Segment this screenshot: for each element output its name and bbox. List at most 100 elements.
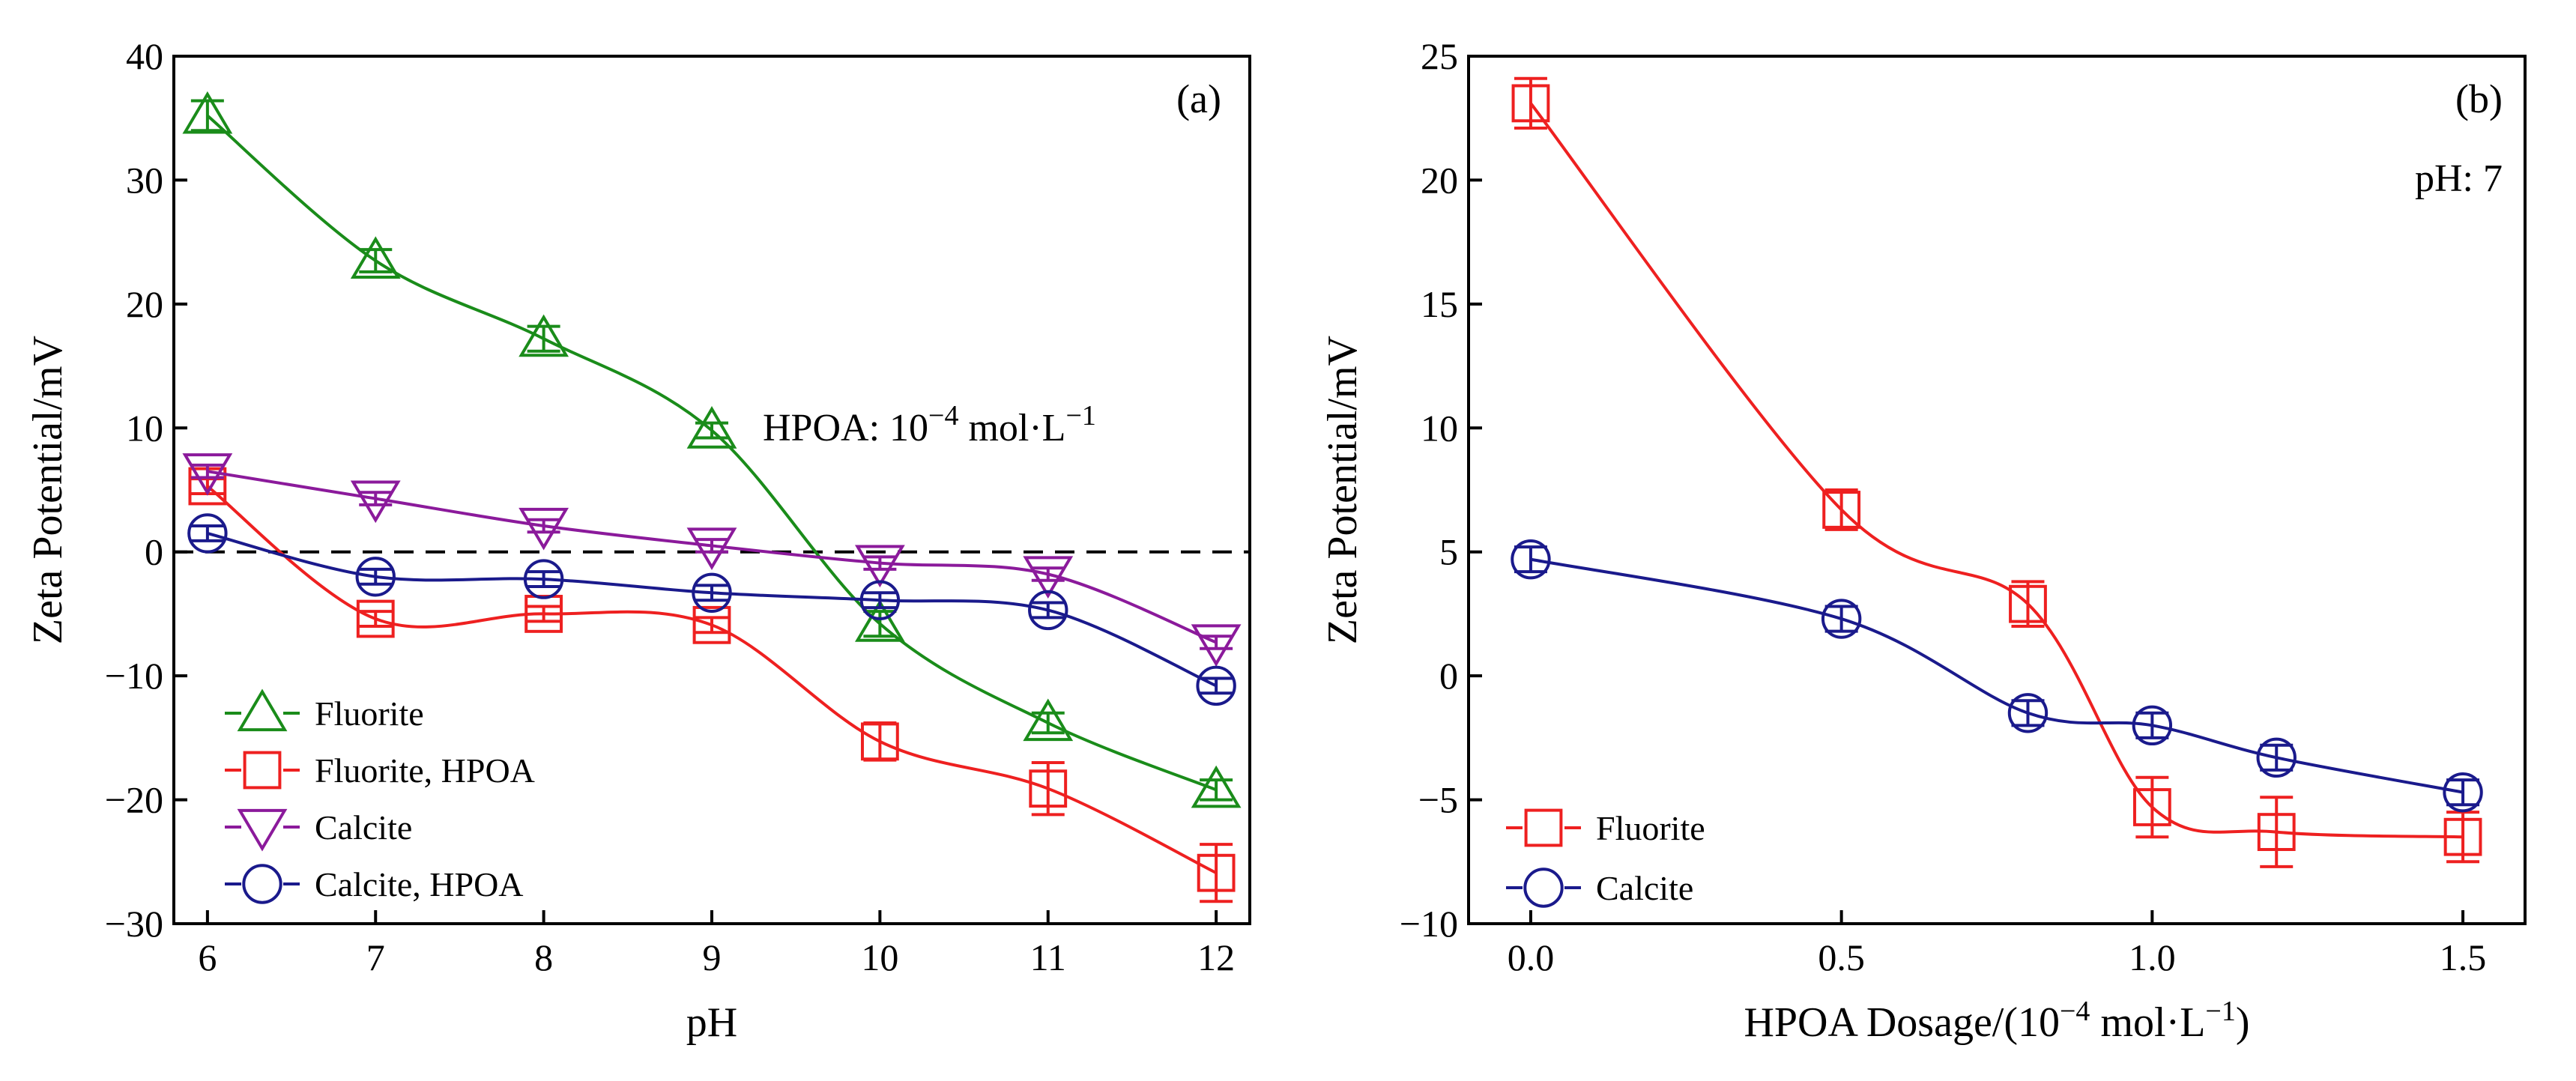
data-point	[2443, 772, 2483, 813]
data-point	[2009, 584, 2047, 623]
y-tick-label: 0	[1439, 655, 1458, 697]
legend-label: Calcite	[1596, 869, 1693, 907]
data-point	[1822, 491, 1861, 529]
y-tick-label: 20	[126, 283, 163, 325]
plot-frame	[1467, 55, 2527, 925]
data-point	[2257, 813, 2296, 851]
chart-panel-b: −10 −5 0 5 10 15 20 25 0.0 0.5 1.0 1.5 Zeta Potentia…	[1319, 35, 2527, 1046]
y-axis-label: Zeta Potential/mV	[1319, 336, 1366, 644]
legend-marker	[237, 808, 288, 852]
y-tick-label: −10	[105, 655, 163, 697]
series-fluorite	[1511, 76, 2482, 868]
data-point	[187, 513, 228, 554]
data-point	[2443, 817, 2482, 856]
y-tick-label: 10	[1421, 407, 1458, 449]
data-point	[182, 453, 233, 496]
data-point	[2007, 693, 2049, 733]
x-tick-label: 9	[703, 936, 722, 978]
data-point	[356, 599, 395, 638]
legend-label: Fluorite	[315, 694, 424, 733]
data-point	[854, 545, 905, 588]
legend-marker	[1524, 808, 1563, 847]
series-fluorite	[182, 91, 1242, 808]
legend-label: Calcite	[315, 808, 412, 847]
legend-marker-bg	[241, 863, 283, 905]
y-tick-label: −5	[1418, 779, 1458, 821]
panel-label: (b)	[2455, 76, 2503, 121]
y-tick-label: −10	[1400, 903, 1458, 945]
y-tick-label: 25	[1421, 35, 1458, 77]
data-point	[2132, 788, 2171, 826]
data-point	[1191, 765, 1242, 808]
data-point	[523, 559, 564, 599]
x-tick-label: 0.0	[1508, 936, 1555, 978]
legend-marker-bg	[241, 749, 283, 791]
legend-marker	[242, 864, 282, 904]
data-point	[1196, 665, 1236, 706]
data-point	[854, 599, 905, 642]
data-point	[1028, 590, 1068, 631]
legend: Fluorite Fluorite, HPOA Calcite Calcite, HP…	[225, 688, 535, 905]
legend-marker-bg	[241, 806, 283, 848]
series-line	[206, 114, 1217, 792]
y-tick-label: 10	[126, 407, 163, 449]
x-axis-label: pH	[686, 999, 737, 1046]
data-point	[692, 572, 732, 614]
y-tick-label: 0	[145, 531, 163, 573]
y-tick-label: −20	[105, 779, 163, 821]
legend: Fluorite Calcite	[1506, 807, 1705, 909]
y-tick-label: 40	[126, 35, 163, 77]
chart-panel-a: −30 −20 −10 0 10 20 30 40 6 7 8 9 10 11 12 Zeta Potenti…	[25, 35, 1251, 1046]
legend-label: Fluorite, HPOA	[315, 751, 535, 790]
legend-marker-bg	[1523, 867, 1564, 909]
data-point	[1029, 769, 1068, 808]
y-tick-label: −30	[105, 903, 163, 945]
data-point	[692, 605, 731, 644]
ph-note: pH: 7	[2415, 157, 2503, 200]
x-tick-label: 0.5	[1818, 936, 1865, 978]
legend-marker	[243, 751, 282, 790]
condition-annotation: HPOA: 10−4 mol·L−1	[763, 400, 1096, 449]
data-point	[1511, 539, 1551, 580]
data-point	[686, 406, 737, 449]
data-point	[350, 480, 401, 524]
data-point	[1023, 556, 1074, 599]
series-line	[1530, 557, 2464, 794]
plot-frame	[172, 55, 1251, 925]
data-point	[860, 722, 899, 761]
legend-label: Fluorite	[1596, 809, 1705, 847]
legend-marker-bg	[241, 692, 283, 734]
y-tick-label: 30	[126, 159, 163, 201]
data-point	[686, 527, 737, 570]
data-point	[2132, 705, 2173, 746]
panel-label: (a)	[1176, 76, 1221, 121]
data-point	[182, 91, 233, 134]
x-tick-label: 11	[1030, 936, 1066, 978]
y-tick-label: 20	[1421, 159, 1458, 201]
data-point	[2256, 737, 2297, 778]
x-tick-label: 7	[366, 936, 385, 978]
data-point	[1511, 84, 1550, 123]
y-tick-label: 15	[1421, 283, 1458, 325]
legend-marker	[1523, 867, 1564, 908]
data-point	[518, 314, 569, 357]
x-tick-label: 1.0	[2129, 936, 2176, 978]
y-tick-label: 5	[1439, 531, 1458, 573]
legend-label: Calcite, HPOA	[315, 865, 524, 903]
series-line	[1529, 102, 2464, 839]
data-point	[1821, 599, 1862, 639]
x-axis-label: HPOA Dosage/(10−4 mol·L−1)	[1744, 996, 2249, 1046]
x-tick-label: 1.5	[2440, 936, 2487, 978]
series-calcite	[182, 453, 1242, 667]
series-calcite	[1511, 539, 2483, 813]
data-point	[1191, 624, 1242, 667]
x-tick-label: 10	[861, 936, 898, 978]
legend-marker	[237, 688, 288, 732]
x-tick-label: 12	[1197, 936, 1235, 978]
data-point	[1023, 698, 1074, 742]
y-axis-label: Zeta Potential/mV	[25, 336, 71, 644]
legend-marker-bg	[1523, 807, 1564, 849]
series-calcite-hpoa	[187, 513, 1236, 706]
data-point	[859, 580, 901, 620]
